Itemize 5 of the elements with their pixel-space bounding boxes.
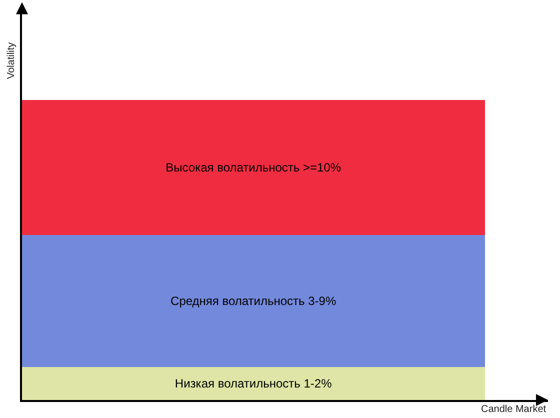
y-axis-title: Volatility — [6, 42, 17, 79]
series-label: Средняя волатильность 3-9% — [170, 294, 336, 308]
series-label: Низкая волатильность 1-2% — [174, 376, 332, 390]
x-axis-title: Candle Market — [481, 404, 546, 415]
series-label: Высокая волатильность >=10% — [166, 160, 342, 174]
